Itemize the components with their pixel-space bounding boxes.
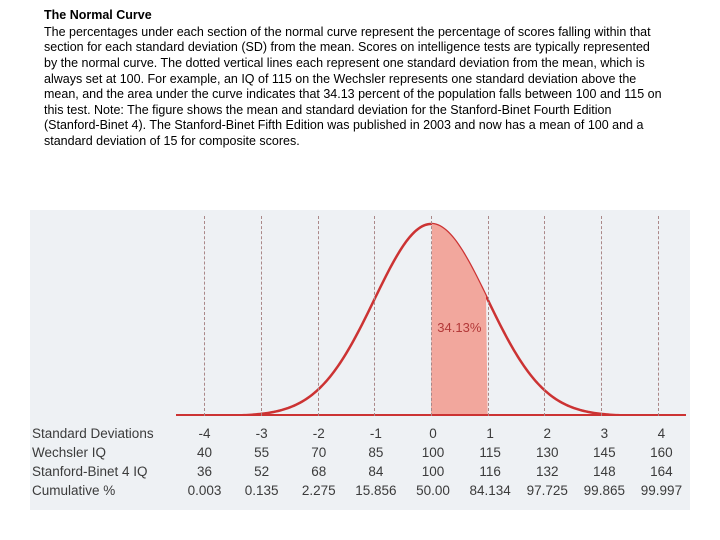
row-cell: 100	[404, 445, 461, 460]
row-cell: 70	[290, 445, 347, 460]
figure-title: The Normal Curve	[44, 8, 664, 24]
row-cell: 3	[576, 426, 633, 441]
row-label: Standard Deviations	[30, 426, 176, 441]
table-row: Standard Deviations-4-3-2-101234	[30, 426, 690, 445]
row-cell: 52	[233, 464, 290, 479]
row-cell: -1	[347, 426, 404, 441]
sd-line	[318, 216, 319, 416]
row-cell: 99.865	[576, 483, 633, 498]
sd-line	[601, 216, 602, 416]
row-cell: -3	[233, 426, 290, 441]
sd-line	[658, 216, 659, 416]
row-cell: 1	[462, 426, 519, 441]
row-cell: 68	[290, 464, 347, 479]
table-row: Wechsler IQ40557085100115130145160	[30, 445, 690, 464]
row-cell: 130	[519, 445, 576, 460]
row-cell: 2.275	[290, 483, 347, 498]
row-cell: 84	[347, 464, 404, 479]
row-cell: 100	[404, 464, 461, 479]
row-cell: 0.003	[176, 483, 233, 498]
row-cell: 160	[633, 445, 690, 460]
sd-line	[374, 216, 375, 416]
row-cell: 15.856	[347, 483, 404, 498]
figure-body: The percentages under each section of th…	[44, 25, 664, 150]
table-row: Stanford-Binet 4 IQ365268841001161321481…	[30, 464, 690, 483]
row-label: Stanford-Binet 4 IQ	[30, 464, 176, 479]
row-cell: 148	[576, 464, 633, 479]
sd-line	[431, 216, 432, 416]
sd-line	[544, 216, 545, 416]
row-cell: 116	[462, 464, 519, 479]
row-cell: 85	[347, 445, 404, 460]
sd-line	[261, 216, 262, 416]
row-cell: 40	[176, 445, 233, 460]
row-cell: 97.725	[519, 483, 576, 498]
percent-label: 34.13%	[424, 320, 494, 335]
row-cell: 115	[462, 445, 519, 460]
normal-curve-chart: 34.13% Standard Deviations-4-3-2-101234W…	[30, 210, 690, 510]
table-row: Cumulative %0.0030.1352.27515.85650.0084…	[30, 483, 690, 502]
row-label: Wechsler IQ	[30, 445, 176, 460]
row-cell: 36	[176, 464, 233, 479]
row-cell: 2	[519, 426, 576, 441]
row-cell: 50.00	[404, 483, 461, 498]
row-cell: 4	[633, 426, 690, 441]
row-cell: 164	[633, 464, 690, 479]
row-cell: 0	[404, 426, 461, 441]
sd-line	[488, 216, 489, 416]
row-cell: 0.135	[233, 483, 290, 498]
row-label: Cumulative %	[30, 483, 176, 498]
row-cell: 55	[233, 445, 290, 460]
plot-region: 34.13%	[176, 216, 686, 416]
row-cell: 145	[576, 445, 633, 460]
row-cell: 132	[519, 464, 576, 479]
row-cell: -2	[290, 426, 347, 441]
scale-table: Standard Deviations-4-3-2-101234Wechsler…	[30, 426, 690, 502]
row-cell: -4	[176, 426, 233, 441]
caption-block: The Normal Curve The percentages under e…	[44, 8, 664, 150]
row-cell: 84.134	[462, 483, 519, 498]
sd-line	[204, 216, 205, 416]
row-cell: 99.997	[633, 483, 690, 498]
